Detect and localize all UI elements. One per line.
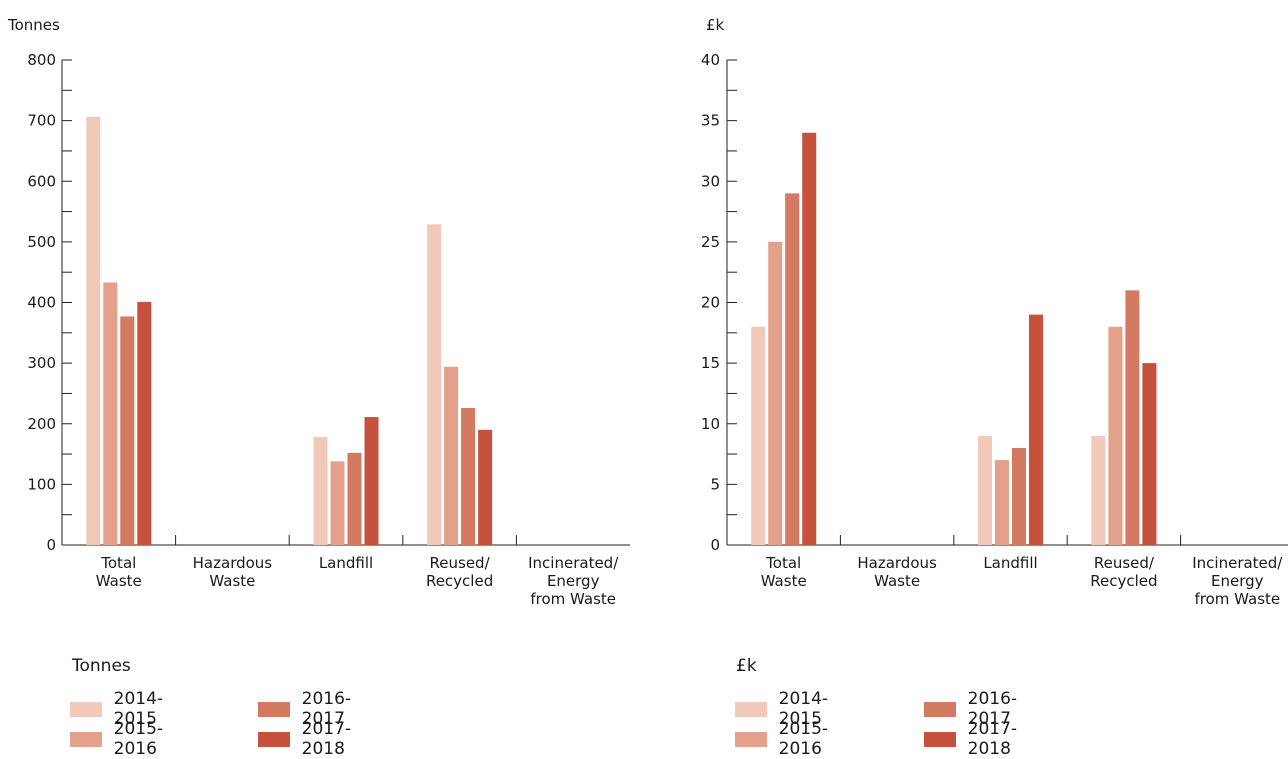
legend-swatch xyxy=(735,701,767,717)
bar-2016-2017 xyxy=(461,407,476,545)
x-tick-label: Hazardous Waste xyxy=(857,554,937,590)
legend-label: 2015-2016 xyxy=(113,719,164,759)
y-tick-label: 0 xyxy=(710,536,720,554)
x-tick-label: Reused/Recycled xyxy=(1090,554,1157,590)
bar-2015-2016 xyxy=(444,366,459,545)
legend-swatch xyxy=(70,731,102,747)
bar-2016-2017 xyxy=(1012,448,1026,545)
y-tick-label: 200 xyxy=(27,415,56,433)
y-tick-label: 500 xyxy=(27,233,56,251)
x-tick-label: Incinerated/Energy from Waste xyxy=(1192,554,1283,608)
y-tick-label: 400 xyxy=(27,294,56,312)
legend-item-2015-2016: 2015-2016 xyxy=(735,719,842,759)
bar-2017-2018 xyxy=(478,429,493,545)
y-tick-label: 10 xyxy=(701,415,720,433)
x-tick-label: Landfill xyxy=(983,554,1037,572)
bar-2017-2018 xyxy=(364,417,379,545)
y-axis-title: £k xyxy=(706,16,725,34)
y-tick-label: 300 xyxy=(27,354,56,372)
bar-2015-2016 xyxy=(103,282,118,545)
bar-2015-2016 xyxy=(768,241,783,545)
bar-2014-2015 xyxy=(427,224,442,545)
legend-label: 2017-2018 xyxy=(301,719,352,759)
y-tick-label: 800 xyxy=(27,51,56,69)
bar-2015-2016 xyxy=(995,460,1009,545)
legend-item-2015-2016: 2015-2016 xyxy=(70,719,177,759)
legend-swatch xyxy=(735,731,767,747)
legend-item-2017-2018: 2017-2018 xyxy=(924,719,1031,759)
bar-2015-2016 xyxy=(1108,326,1123,545)
legend-item-2017-2018: 2017-2018 xyxy=(258,719,365,759)
x-tick-label: Total Waste xyxy=(96,554,142,590)
y-axis-title: Tonnes xyxy=(7,16,60,34)
bar-2016-2017 xyxy=(120,316,135,545)
bar-2014-2015 xyxy=(978,435,992,545)
x-tick-label: Landfill xyxy=(319,554,373,572)
legend-swatch xyxy=(924,731,956,747)
bar-2014-2015 xyxy=(313,437,328,545)
chart-2: £k 0 5 10 15 20 25 30 35 40 Total Waste Hazardous Was… xyxy=(701,16,1288,608)
legend-swatch xyxy=(258,701,290,717)
x-tick-label: Hazardous Waste xyxy=(193,554,273,590)
bar-2016-2017 xyxy=(1125,290,1140,545)
legend-label: 2015-2016 xyxy=(778,719,829,759)
legend-title: £k xyxy=(736,656,757,676)
bar-2014-2015 xyxy=(751,326,766,545)
y-tick-label: 600 xyxy=(27,172,56,190)
bar-2017-2018 xyxy=(802,132,817,545)
y-tick-label: 100 xyxy=(27,475,56,493)
bar-2017-2018 xyxy=(137,301,152,545)
bar-2016-2017 xyxy=(347,452,362,545)
bar-2017-2018 xyxy=(1142,363,1157,545)
y-tick-label: 40 xyxy=(701,51,720,69)
legend-title: Tonnes xyxy=(72,656,131,676)
bar-2016-2017 xyxy=(785,193,800,545)
legend-swatch xyxy=(70,701,102,717)
y-tick-label: 0 xyxy=(46,536,56,554)
legend-label: 2017-2018 xyxy=(967,719,1018,759)
y-tick-label: 20 xyxy=(701,294,720,312)
y-tick-label: 700 xyxy=(27,112,56,130)
bar-2017-2018 xyxy=(1029,314,1043,545)
chart-1: Tonnes 0 100 200 300 400 500 600 700 800 Total Wast… xyxy=(7,16,630,608)
x-tick-label: Reused/Recycled xyxy=(426,554,493,590)
x-tick-label: Total Waste xyxy=(761,554,807,590)
y-tick-label: 5 xyxy=(710,475,720,493)
legend-swatch xyxy=(258,731,290,747)
legend-swatch xyxy=(924,701,956,717)
bar-2014-2015 xyxy=(1091,435,1106,545)
y-tick-label: 15 xyxy=(701,354,720,372)
bar-2015-2016 xyxy=(330,461,345,545)
y-tick-label: 35 xyxy=(701,112,720,130)
y-tick-label: 30 xyxy=(701,172,720,190)
y-tick-label: 25 xyxy=(701,233,720,251)
x-tick-label: Incinerated/Energy from Waste xyxy=(528,554,619,608)
bar-2014-2015 xyxy=(86,116,101,546)
